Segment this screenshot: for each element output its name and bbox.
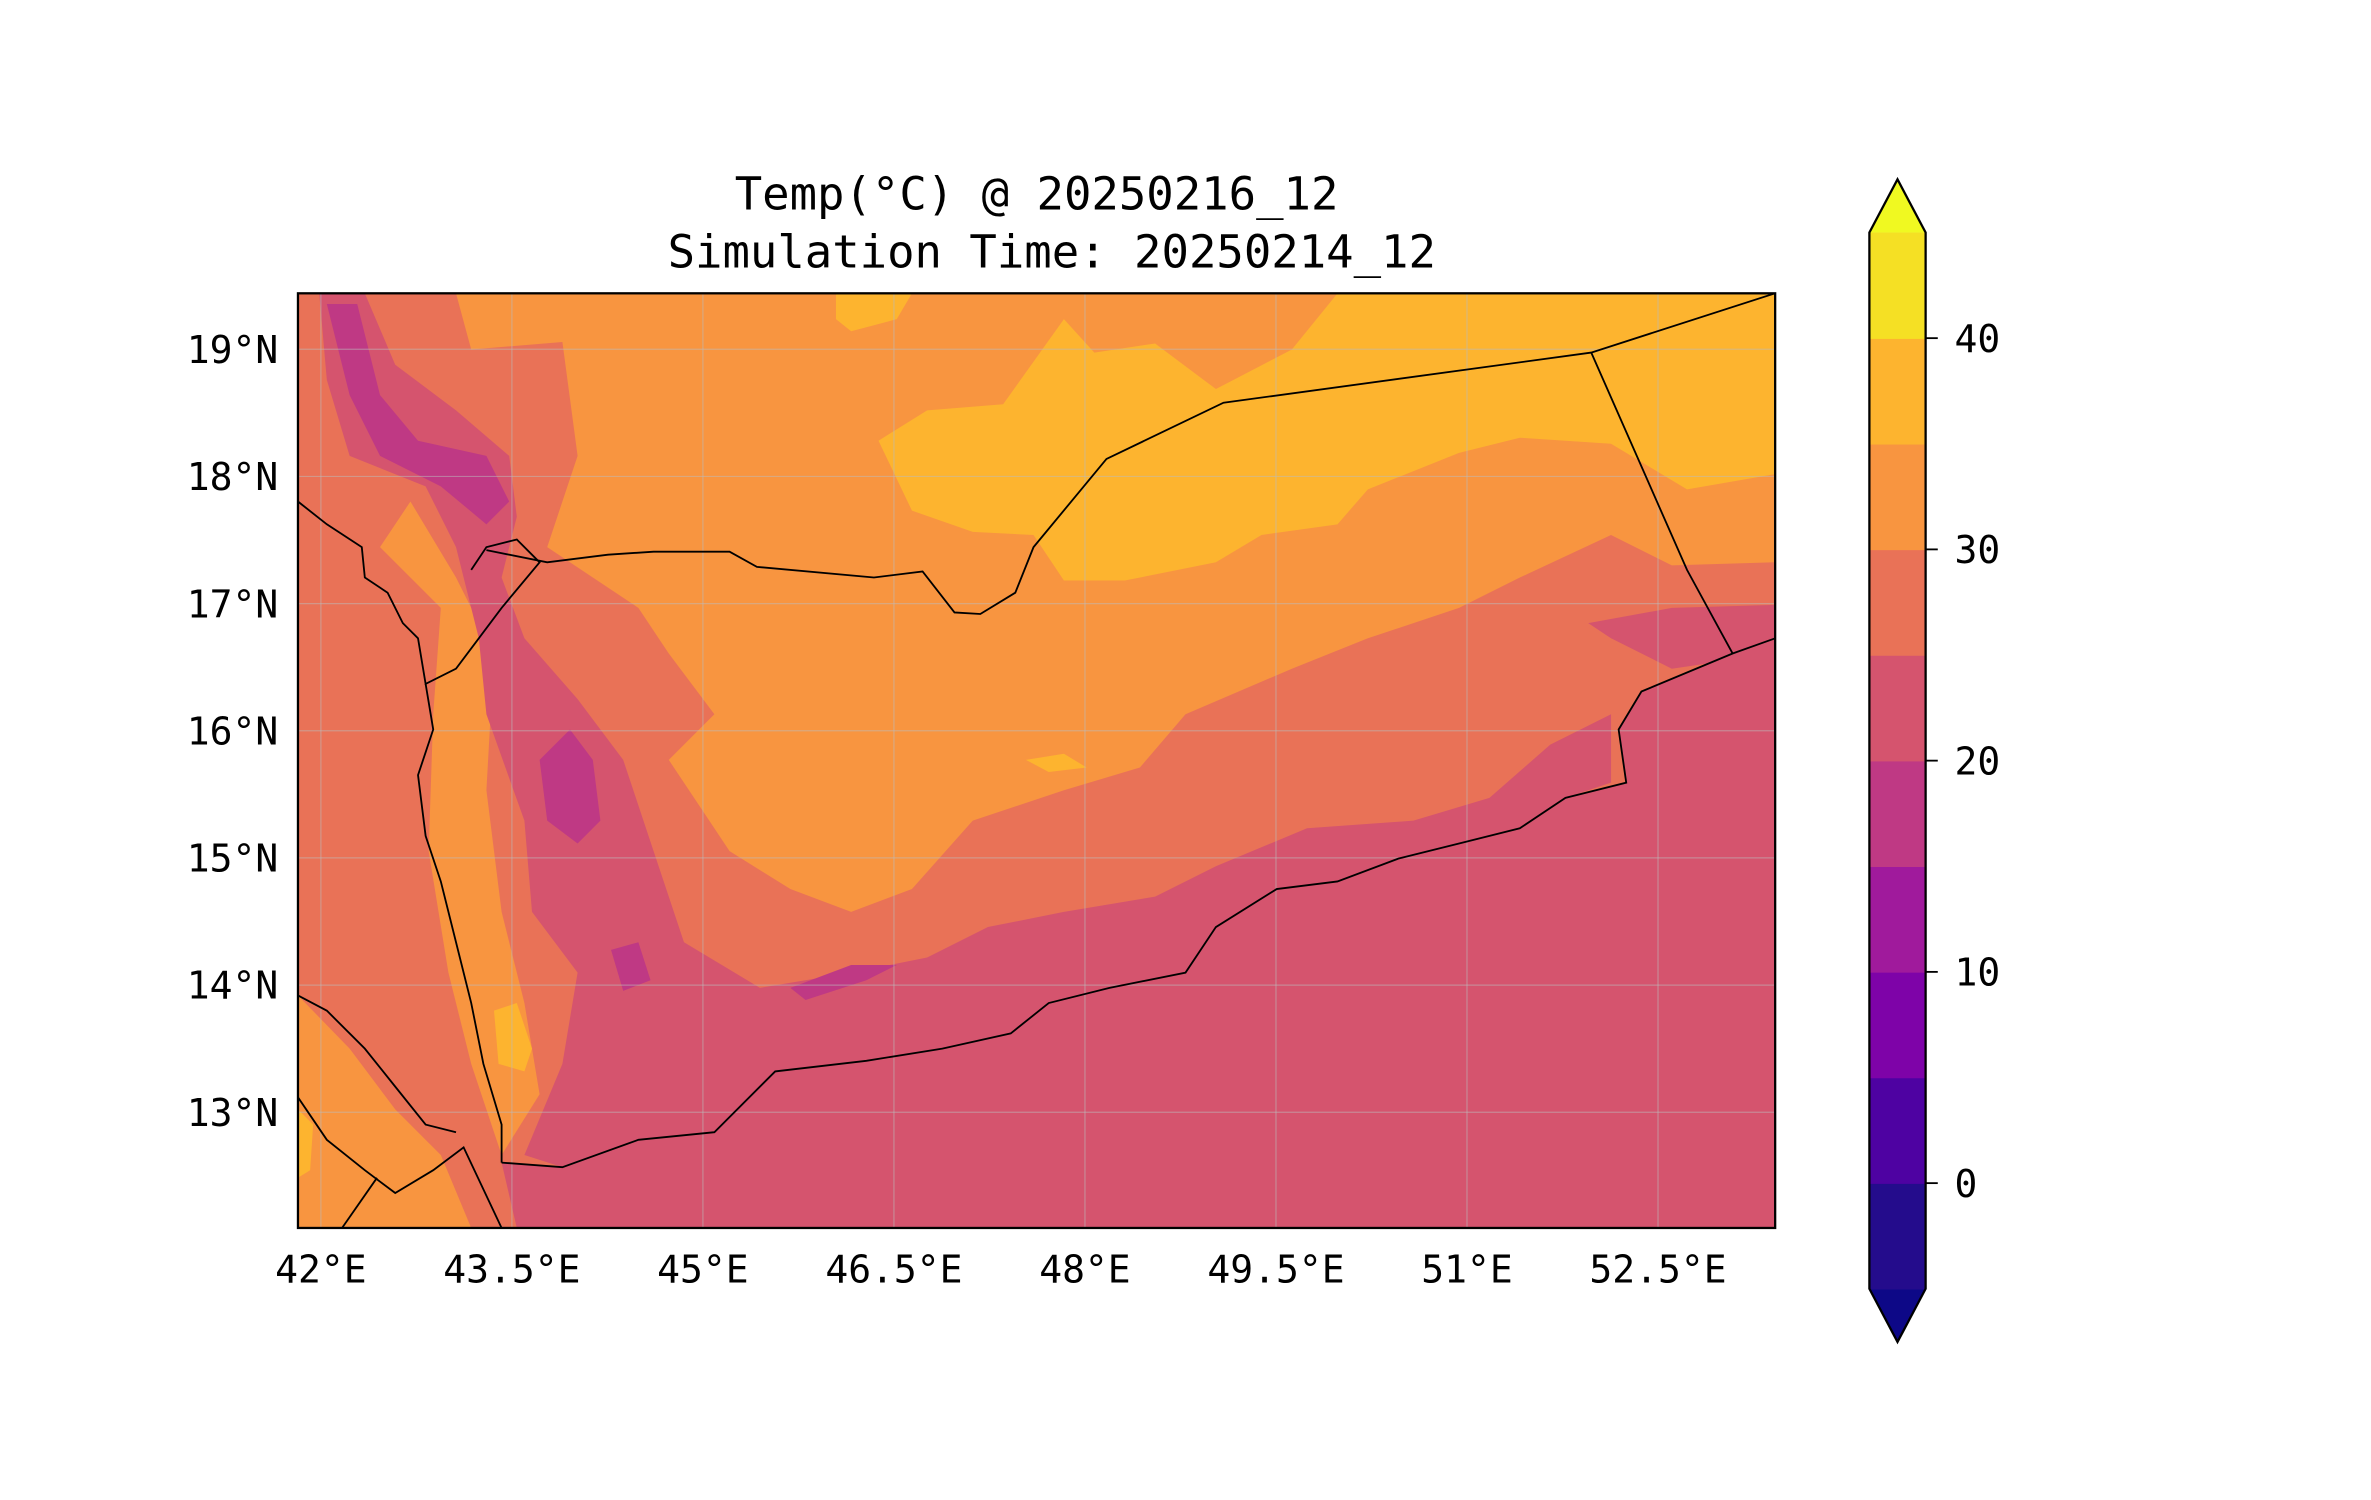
colorbar: 0 10 20 30 40 bbox=[1868, 176, 2000, 1345]
lon-tick-label: 49.5°E bbox=[1207, 1248, 1344, 1292]
colorbar-band bbox=[1869, 1077, 1926, 1184]
colorbar-band bbox=[1869, 338, 1926, 445]
band-15-20-patch bbox=[790, 965, 897, 1000]
colorbar-extend-max bbox=[1869, 179, 1926, 233]
map-frame bbox=[296, 292, 1777, 1230]
lon-tick-label: 51°E bbox=[1421, 1248, 1512, 1292]
lat-tick-label: 17°N bbox=[187, 582, 278, 626]
colorbar-band bbox=[1869, 655, 1926, 762]
colorbar-band bbox=[1869, 443, 1926, 551]
colorbar-band bbox=[1869, 1183, 1926, 1290]
border-oman bbox=[1590, 352, 1734, 654]
lon-tick-label: 42°E bbox=[275, 1248, 366, 1292]
lon-tick-label: 45°E bbox=[657, 1248, 748, 1292]
colorbar-tick-label: 40 bbox=[1954, 317, 2000, 361]
lon-tick-label: 52.5°E bbox=[1589, 1248, 1726, 1292]
gridlines bbox=[297, 293, 1776, 1228]
colorbar-outline bbox=[1868, 176, 1927, 1345]
band-15-20-central bbox=[539, 729, 601, 844]
colorbar-band bbox=[1869, 971, 1926, 1079]
coastlines-and-borders bbox=[297, 293, 1776, 1228]
colorbar-band bbox=[1869, 760, 1926, 868]
band-15-20-north bbox=[326, 303, 510, 525]
band-35-40-northeast bbox=[878, 293, 1776, 581]
band-20-25-highlands bbox=[319, 293, 1612, 1168]
longitude-ticks: 42°E 43.5°E 45°E 46.5°E 48°E 49.5°E 51°E 52.5°E bbox=[275, 1248, 1726, 1292]
plot-title-line1: Temp(°C) @ 20250216_12 bbox=[735, 168, 1339, 221]
lon-tick-label: 48°E bbox=[1039, 1248, 1130, 1292]
coastline-tihama bbox=[417, 683, 503, 1163]
lat-tick-label: 19°N bbox=[187, 328, 278, 372]
lat-tick-label: 18°N bbox=[187, 455, 278, 499]
border-africa bbox=[297, 1096, 503, 1228]
band-35-40-africa bbox=[297, 1109, 314, 1178]
colorbar-band bbox=[1869, 549, 1926, 656]
plot-title-line2: Simulation Time: 20250214_12 bbox=[668, 225, 1436, 278]
lon-tick-label: 46.5°E bbox=[825, 1248, 962, 1292]
lat-tick-label: 16°N bbox=[187, 709, 278, 753]
colorbar-tick-label: 0 bbox=[1954, 1162, 1977, 1206]
colorbar-extend-min bbox=[1869, 1288, 1926, 1342]
band-30-35-tihama bbox=[380, 501, 540, 1156]
border-saudi bbox=[486, 293, 1776, 615]
sea-band-20-25 bbox=[501, 638, 1776, 1228]
lat-tick-label: 13°N bbox=[187, 1091, 278, 1135]
latitude-ticks: 19°N 18°N 17°N 16°N 15°N 14°N 13°N bbox=[187, 328, 278, 1135]
band-20-25-east bbox=[1588, 604, 1776, 669]
colorbar-tick-label: 20 bbox=[1954, 739, 2000, 783]
border-djibouti bbox=[341, 1177, 378, 1228]
lon-tick-label: 43.5°E bbox=[443, 1248, 580, 1292]
lat-tick-label: 15°N bbox=[187, 837, 278, 881]
band-15-20-south bbox=[611, 942, 651, 991]
band-35-40-top bbox=[835, 293, 912, 332]
colorbar-band bbox=[1869, 232, 1926, 339]
colorbar-band bbox=[1869, 866, 1926, 973]
temperature-map bbox=[297, 293, 1776, 1228]
colorbar-tick-label: 30 bbox=[1954, 528, 2000, 572]
coastline-africa bbox=[297, 994, 457, 1134]
colorbar-tick-label: 10 bbox=[1954, 951, 2000, 995]
lat-tick-label: 14°N bbox=[187, 964, 278, 1008]
coastline-yemen-south bbox=[501, 637, 1776, 1169]
